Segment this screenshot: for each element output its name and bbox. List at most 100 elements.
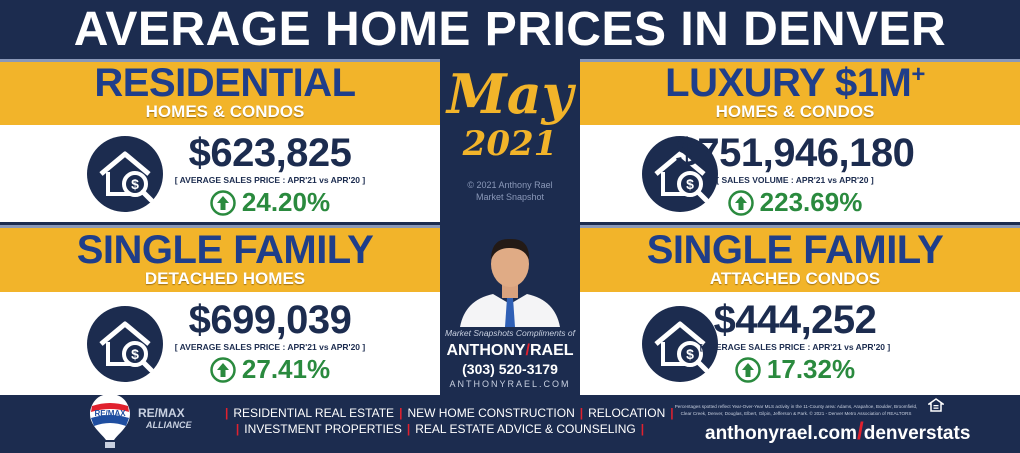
arrow-shape	[734, 195, 747, 210]
icon-shape	[677, 340, 703, 367]
title-text: SINGLE FAMILY	[76, 228, 374, 272]
title-text: LUXURY $1M	[665, 61, 912, 105]
separator: |	[399, 406, 403, 420]
panel-subtitle: HOMES & CONDOS	[715, 102, 875, 121]
change: 223.69%	[759, 187, 863, 217]
panel-title: SINGLE FAMILY	[0, 228, 450, 273]
name-last: RAEL	[530, 342, 574, 359]
panel-body	[0, 292, 440, 395]
brand-sub: ALLIANCE	[146, 420, 192, 430]
panel-title: LUXURY $1M+	[580, 61, 1010, 106]
caption: [ AVERAGE SALES PRICE : APR'21 vs APR'20…	[174, 342, 366, 352]
icon-shape	[654, 321, 706, 346]
separator: |	[579, 406, 584, 420]
service: RESIDENTIAL REAL ESTATE	[233, 406, 395, 420]
caption: [ SALES VOLUME : APR'21 vs APR'20 ]	[716, 175, 874, 185]
website: ANTHONYRAEL.COM	[449, 379, 571, 389]
footer-url: anthonyrael.com/denverstats	[705, 418, 970, 446]
value: $623,825	[188, 131, 352, 175]
center-column	[440, 62, 580, 395]
icon-shape: $	[686, 176, 694, 192]
url-first: anthonyrael.com	[705, 423, 858, 444]
panel-band	[580, 59, 1020, 125]
icon-shape: $	[642, 135, 718, 212]
arrow-shape	[210, 356, 236, 383]
caption: [ AVERAGE SALES PRICE : APR'21 vs APR'20…	[174, 175, 366, 185]
arrow-shape	[727, 189, 754, 216]
brand: RE/MAX	[138, 406, 185, 420]
arrow-shape	[727, 189, 754, 216]
equal-housing-icon	[928, 398, 944, 412]
icon-shape	[140, 189, 154, 202]
copyright: © 2021 Anthony Rael	[467, 180, 553, 190]
value: $751,946,180	[675, 131, 915, 175]
panel-subtitle: DETACHED HOMES	[144, 269, 306, 288]
title-sup: +	[911, 61, 925, 88]
arrow-shape	[210, 189, 236, 216]
page-title: AVERAGE HOME PRICES IN DENVER	[73, 3, 947, 56]
icon-shape	[661, 171, 685, 196]
up-arrow	[210, 189, 236, 216]
services-line-2: | INVESTMENT PROPERTIES | REAL ESTATE ADVIC…	[220, 422, 660, 436]
remax-balloon: RE/MAX	[90, 394, 130, 448]
icon-shape	[140, 359, 154, 372]
icon-shape	[99, 321, 151, 346]
icon-shape	[661, 341, 685, 366]
separator: |	[235, 422, 240, 436]
panel-title: RESIDENTIAL	[0, 61, 450, 106]
panel: SINGLE FAMILY DETACHED HOMES $ $699,039[ AV…	[0, 225, 440, 395]
icon-shape: $	[642, 305, 718, 382]
panel-subtitle: ATTACHED CONDOS	[709, 269, 881, 288]
panel-band	[0, 59, 440, 125]
icon-shape: $	[87, 135, 163, 212]
separator: |	[225, 406, 229, 420]
up-arrow	[727, 189, 754, 216]
compliments: Market Snapshots Compliments of	[445, 328, 575, 338]
change-row: 24.20%	[120, 187, 420, 218]
change: 24.20%	[241, 187, 331, 217]
icon-shape	[654, 151, 706, 176]
change-row: 17.32%	[645, 354, 945, 385]
name-first: ANTHONY	[446, 342, 526, 359]
separator: |	[670, 406, 674, 420]
value: $699,039	[188, 298, 352, 342]
caption: [ AVERAGE SALES PRICE : APR'21 vs APR'20…	[699, 342, 891, 352]
url-last: denverstats	[863, 423, 971, 444]
panel-band	[580, 225, 1020, 292]
panel: SINGLE FAMILY ATTACHED CONDOS $ $444,252[ A…	[580, 225, 1020, 395]
house-icon: $	[640, 304, 720, 384]
icon-shape	[122, 340, 148, 367]
arrow-shape	[741, 362, 754, 377]
service: INVESTMENT PROPERTIES	[244, 422, 402, 436]
icon-shape	[99, 151, 151, 176]
arrow-shape	[210, 189, 236, 216]
service: RELOCATION	[588, 406, 666, 420]
agent-photo	[460, 238, 560, 327]
change: 17.32%	[766, 354, 856, 384]
icon-shape	[122, 170, 148, 197]
icon-shape	[106, 341, 130, 366]
panel-body	[0, 125, 440, 222]
service: NEW HOME CONSTRUCTION	[407, 406, 575, 420]
house-icon: $	[85, 304, 165, 384]
separator: |	[406, 422, 411, 436]
panel-band	[0, 225, 440, 292]
arrow-shape	[735, 356, 761, 383]
year: 2021	[462, 124, 558, 164]
change-row: 223.69%	[645, 187, 945, 218]
phone: (303) 520-3179	[462, 361, 558, 377]
disclaimer: Percentages spotted reflect Year-Over-Ye…	[674, 404, 918, 416]
icon-shape	[106, 171, 130, 196]
arrow-shape	[210, 356, 236, 383]
service: REAL ESTATE ADVICE & COUNSELING	[415, 422, 636, 436]
up-arrow	[210, 356, 236, 383]
url-sep: /	[857, 418, 864, 445]
up-arrow	[735, 356, 761, 383]
month: May	[446, 62, 574, 126]
change: 27.41%	[241, 354, 331, 384]
change-row: 27.41%	[120, 354, 420, 385]
icon-shape: $	[131, 346, 139, 362]
icon-shape: $	[686, 346, 694, 362]
icon-shape	[677, 170, 703, 197]
